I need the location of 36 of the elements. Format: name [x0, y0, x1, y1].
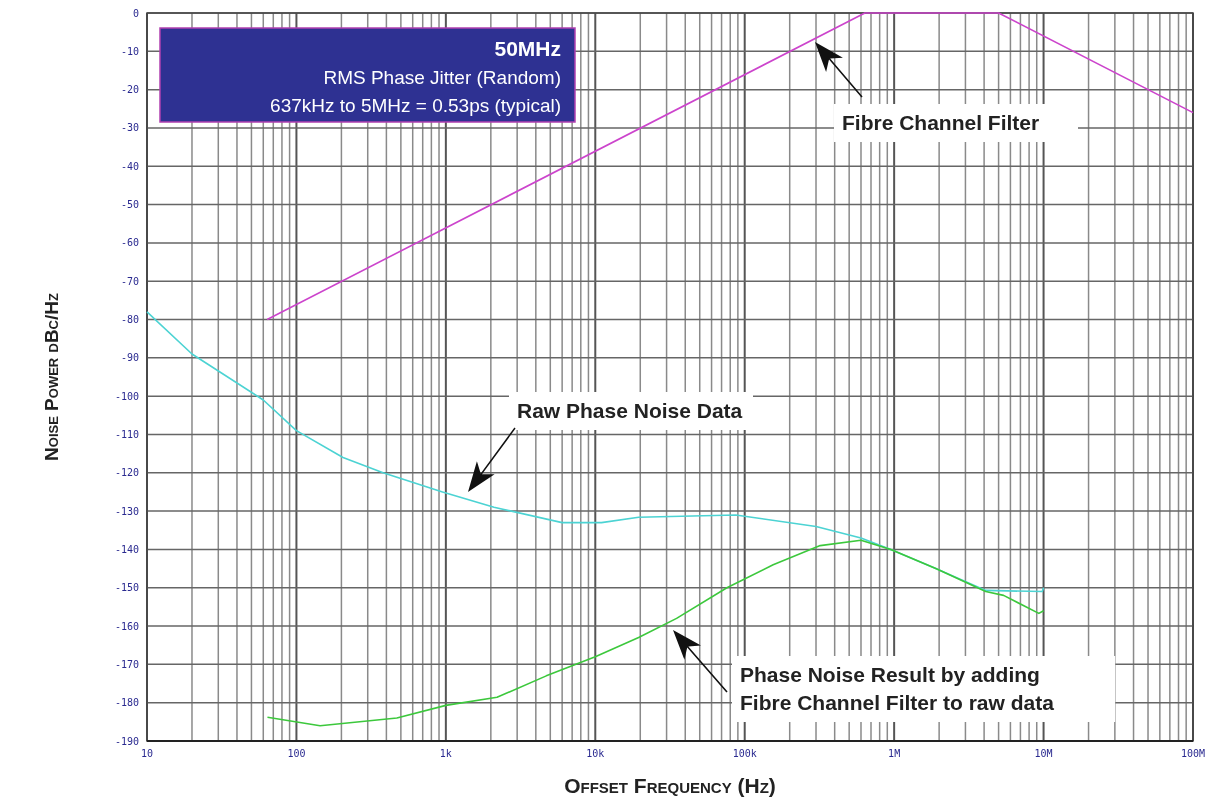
y-tick-label: -80	[120, 314, 139, 326]
x-tick-label: 100M	[1180, 748, 1206, 759]
x-tick-label: 100	[287, 748, 306, 759]
y-tick-label: -100	[114, 390, 139, 402]
y-tick-label: -180	[114, 697, 139, 709]
annotation: 50MHz	[494, 37, 561, 60]
y-tick-label: -160	[114, 620, 139, 632]
y-tick-label: 0	[132, 7, 139, 19]
y-tick-label: -30	[120, 122, 139, 134]
y-tick-label: -150	[114, 582, 139, 594]
x-tick-label: 10k	[586, 748, 605, 759]
annotation: 637kHz to 5MHz = 0.53ps (typical)	[270, 95, 561, 116]
y-tick-label: -20	[120, 84, 139, 96]
y-tick-label: -70	[120, 275, 139, 287]
x-tick-label: 100k	[732, 748, 757, 759]
y-tick-label: -140	[114, 543, 139, 555]
x-tick-label: 10	[140, 748, 154, 759]
x-tick-label: 10M	[1034, 748, 1053, 759]
x-axis-title: Offset Frequency (Hz)	[564, 774, 776, 797]
annotation: Fibre Channel Filter	[842, 111, 1040, 134]
y-tick-label: -40	[120, 160, 139, 172]
annotation: Raw Phase Noise Data	[517, 399, 743, 422]
y-tick-label: -10	[120, 45, 139, 57]
annotation: Phase Noise Result by adding Fibre Channel Filter to raw data	[740, 663, 1055, 714]
y-tick-label: -120	[114, 467, 139, 479]
y-tick-label: -130	[114, 505, 139, 517]
y-tick-label: -110	[114, 428, 139, 440]
y-tick-label: -170	[114, 658, 139, 670]
x-tick-label: 1M	[888, 748, 901, 759]
y-tick-label: -50	[120, 199, 139, 211]
y-tick-label: -90	[120, 352, 139, 364]
y-axis-title: Noise Power dBc/Hz	[41, 293, 62, 461]
y-tick-label: -60	[120, 237, 139, 249]
x-tick-label: 1k	[439, 748, 452, 759]
y-tick-label: -190	[114, 735, 139, 747]
annotation: RMS Phase Jitter (Random)	[323, 67, 561, 88]
